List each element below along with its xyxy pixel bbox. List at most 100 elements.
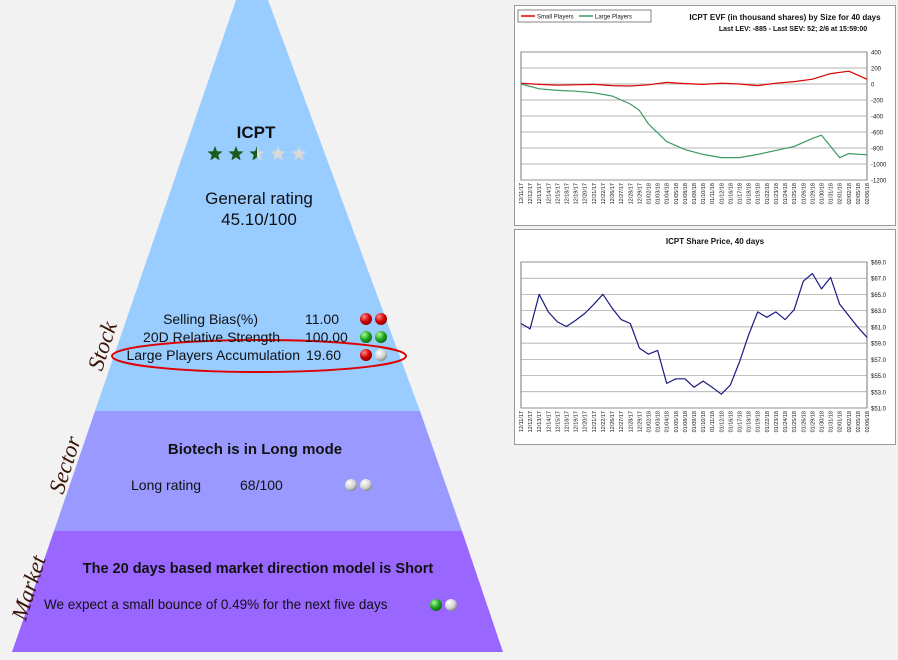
share-price-chart: ICPT Share Price, 40 days $69.0 $67.0 $65.0…: [514, 229, 896, 445]
x-tick-label: 01/30/18: [820, 183, 826, 204]
x-tick-label: 01/08/18: [683, 411, 689, 432]
x-tick-label: 01/29/18: [810, 183, 816, 204]
x-tick-label: 02/01/18: [838, 411, 844, 432]
star-rating: [206, 145, 310, 163]
y-tick-label: $59.0: [871, 342, 887, 348]
x-tick-label: 01/25/18: [792, 411, 798, 432]
x-tick-label: 12/20/17: [583, 411, 589, 432]
x-tick-label: 12/26/17: [610, 183, 616, 204]
metric-label: Large Players Accumulation: [126, 347, 300, 363]
series-line: [520, 83, 868, 159]
green-indicator-dot: [375, 330, 387, 343]
y-tick-label: $55.0: [871, 374, 887, 380]
x-tick-label: 01/11/18: [710, 183, 716, 204]
x-tick-label: 01/17/18: [738, 183, 744, 204]
x-tick-label: 01/16/18: [728, 183, 734, 204]
x-tick-label: 02/06/18: [865, 183, 871, 204]
star-icon: [228, 146, 244, 161]
x-tick-label: 01/25/18: [792, 183, 798, 204]
x-tick-label: 01/24/18: [783, 411, 789, 432]
chart-title: ICPT Share Price, 40 days: [666, 237, 765, 246]
x-tick-label: 01/24/18: [783, 183, 789, 204]
x-tick-label: 12/14/17: [546, 183, 552, 204]
x-tick-label: 01/26/18: [801, 183, 807, 204]
x-tick-label: 01/19/18: [756, 183, 762, 204]
x-tick-label: 01/31/18: [829, 183, 835, 204]
white-indicator-dot: [345, 478, 357, 491]
green-indicator-dot: [360, 330, 372, 343]
legend-entry: Small Players: [537, 15, 574, 21]
x-tick-label: 01/11/18: [710, 411, 716, 432]
y-tick-label: $65.0: [871, 293, 887, 299]
x-tick-label: 12/18/17: [565, 183, 571, 204]
series-line: [520, 70, 868, 87]
metric-label: Selling Bias(%): [163, 311, 258, 327]
y-tick-label: $63.0: [871, 309, 887, 315]
metric-value: 100.00: [305, 329, 348, 345]
x-tick-label: 01/05/18: [674, 411, 680, 432]
x-tick-label: 12/21/17: [592, 411, 598, 432]
rating-pyramid: [12, 0, 503, 652]
y-tick-label: $69.0: [871, 261, 887, 267]
x-tick-label: 12/13/17: [537, 411, 543, 432]
green-indicator-dot: [430, 598, 442, 611]
x-tick-label: 02/05/18: [856, 411, 862, 432]
x-tick-label: 12/20/17: [583, 183, 589, 204]
x-tick-label: 02/02/18: [847, 183, 853, 204]
star-icon: [207, 146, 223, 161]
x-tick-label: 12/22/17: [601, 411, 607, 432]
chart-subtitle: Last LEV: -885 - Last SEV: 52; 2/6 at 15…: [719, 26, 867, 33]
metric-dots: [357, 328, 387, 346]
stock-tier: [95, 0, 420, 411]
x-tick-label: 12/27/17: [619, 183, 625, 204]
sector-dots: [342, 476, 372, 494]
x-tick-label: 01/08/18: [683, 183, 689, 204]
x-tick-label: 12/29/17: [637, 411, 643, 432]
x-tick-label: 01/29/18: [810, 411, 816, 432]
x-tick-label: 01/23/18: [774, 411, 780, 432]
metric-dots: [357, 310, 387, 328]
x-tick-label: 12/13/17: [537, 183, 543, 204]
stock-ticker: ICPT: [236, 123, 276, 142]
x-tick-label: 01/05/18: [674, 183, 680, 204]
red-indicator-dot: [360, 348, 372, 361]
x-tick-label: 01/04/18: [665, 411, 671, 432]
y-tick-label: -200: [871, 99, 884, 105]
x-tick-label: 01/10/18: [701, 183, 707, 204]
white-indicator-dot: [445, 598, 457, 611]
x-tick-label: 12/19/17: [574, 183, 580, 204]
market-tier: [12, 531, 503, 652]
star-icon: [249, 146, 265, 161]
x-tick-label: 12/19/17: [574, 411, 580, 432]
y-tick-label: $67.0: [871, 277, 887, 283]
y-tick-label: -600: [871, 131, 884, 137]
x-tick-label: 12/21/17: [592, 183, 598, 204]
x-tick-label: 12/26/17: [610, 411, 616, 432]
y-tick-label: $53.0: [871, 390, 887, 396]
x-tick-label: 12/18/17: [565, 411, 571, 432]
x-tick-label: 01/09/18: [692, 411, 698, 432]
market-expectation: We expect a small bounce of 0.49% for th…: [44, 597, 388, 612]
x-tick-label: 01/18/18: [747, 183, 753, 204]
x-tick-label: 12/12/17: [528, 183, 534, 204]
red-indicator-dot: [375, 312, 387, 325]
x-tick-label: 02/06/18: [865, 411, 871, 432]
metric-value: 11.00: [305, 311, 339, 327]
chart-title: ICPT EVF (in thousand shares) by Size fo…: [689, 13, 881, 22]
y-tick-label: $51.0: [871, 407, 887, 413]
x-tick-label: 01/18/18: [747, 411, 753, 432]
white-indicator-dot: [375, 348, 387, 361]
x-tick-label: 01/31/18: [829, 411, 835, 432]
metric-value: 19.60: [306, 347, 342, 363]
x-tick-label: 12/28/17: [628, 183, 634, 204]
x-tick-label: 12/27/17: [619, 411, 625, 432]
x-tick-label: 12/11/17: [519, 183, 525, 204]
x-tick-label: 02/02/18: [847, 411, 853, 432]
market-headline: The 20 days based market direction model…: [82, 561, 434, 577]
x-tick-label: 12/11/17: [519, 411, 525, 432]
white-indicator-dot: [360, 478, 372, 491]
x-tick-label: 01/02/18: [647, 183, 653, 204]
x-tick-label: 01/30/18: [820, 411, 826, 432]
x-tick-label: 12/28/17: [628, 411, 634, 432]
x-tick-label: 01/12/18: [719, 411, 725, 432]
